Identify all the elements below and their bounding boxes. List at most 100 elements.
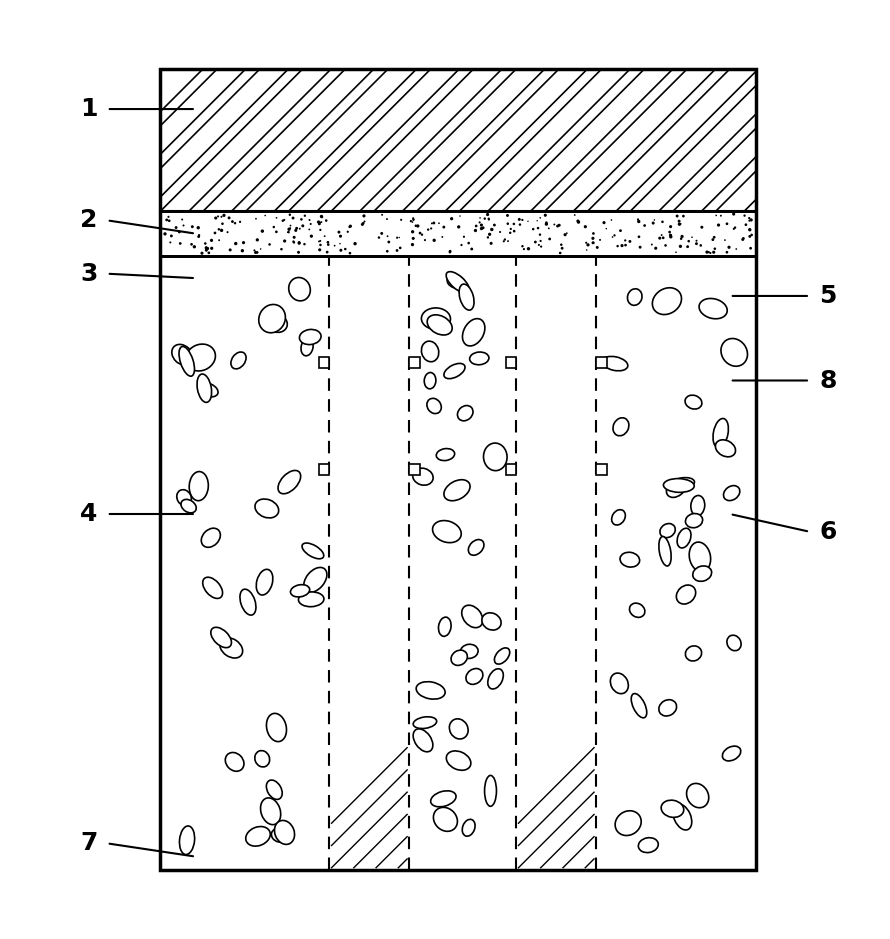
Point	[426, 215, 441, 230]
Point	[587, 226, 601, 241]
Point	[663, 219, 677, 234]
Point	[522, 241, 536, 256]
Point	[184, 237, 198, 252]
Point	[328, 239, 342, 254]
Point	[313, 215, 328, 230]
Point	[250, 245, 264, 260]
Point	[235, 243, 249, 258]
Point	[531, 238, 546, 253]
Point	[372, 230, 386, 245]
Point	[659, 238, 673, 253]
Point	[515, 212, 530, 227]
Point	[498, 232, 512, 247]
Point	[312, 242, 327, 257]
Bar	[329, 256, 409, 870]
Ellipse shape	[433, 808, 457, 831]
Point	[465, 241, 479, 256]
Point	[529, 235, 543, 250]
Ellipse shape	[689, 542, 710, 572]
Ellipse shape	[685, 646, 701, 661]
Point	[390, 230, 404, 245]
Point	[267, 220, 281, 235]
Point	[619, 238, 633, 253]
Point	[380, 244, 394, 259]
Point	[274, 241, 288, 256]
Point	[664, 229, 678, 244]
Point	[555, 240, 570, 255]
Point	[427, 233, 441, 248]
Point	[380, 229, 394, 244]
Point	[358, 214, 372, 229]
Ellipse shape	[172, 345, 193, 365]
Ellipse shape	[659, 536, 671, 566]
Point	[597, 215, 611, 230]
Ellipse shape	[468, 540, 484, 555]
Point	[682, 234, 696, 249]
Point	[539, 215, 554, 230]
Point	[478, 211, 492, 226]
Ellipse shape	[431, 791, 456, 807]
Point	[295, 212, 309, 227]
Point	[320, 213, 334, 228]
Ellipse shape	[667, 479, 686, 498]
Text: 7: 7	[80, 831, 98, 855]
Point	[375, 226, 389, 241]
Point	[199, 240, 214, 255]
Ellipse shape	[201, 529, 221, 547]
Point	[570, 213, 585, 228]
Point	[413, 225, 427, 240]
Ellipse shape	[211, 627, 231, 648]
Ellipse shape	[444, 363, 465, 378]
Point	[281, 224, 295, 239]
Text: 4: 4	[80, 502, 98, 526]
Ellipse shape	[611, 510, 626, 525]
Point	[613, 223, 627, 239]
Point	[701, 245, 716, 260]
Bar	[506, 358, 516, 368]
Ellipse shape	[449, 719, 468, 739]
Point	[720, 216, 734, 231]
Point	[198, 236, 213, 251]
Ellipse shape	[266, 780, 282, 799]
Point	[407, 231, 421, 246]
Ellipse shape	[259, 304, 286, 332]
Point	[670, 208, 684, 223]
Point	[611, 239, 625, 254]
Point	[637, 218, 651, 233]
Point	[200, 241, 214, 256]
Point	[212, 233, 226, 248]
Ellipse shape	[631, 694, 647, 717]
Point	[406, 211, 420, 226]
Point	[488, 218, 502, 233]
Point	[405, 214, 419, 229]
Point	[604, 212, 619, 227]
Ellipse shape	[629, 603, 645, 617]
Point	[503, 225, 517, 240]
Ellipse shape	[446, 751, 471, 770]
Point	[647, 212, 661, 227]
Ellipse shape	[713, 419, 728, 448]
Ellipse shape	[274, 821, 295, 844]
Point	[221, 224, 235, 239]
Point	[703, 245, 717, 260]
Point	[334, 243, 348, 258]
Ellipse shape	[724, 485, 740, 500]
Ellipse shape	[271, 828, 288, 842]
Ellipse shape	[421, 308, 450, 330]
Point	[278, 234, 292, 249]
Point	[343, 220, 357, 235]
Point	[202, 245, 216, 260]
Point	[338, 241, 352, 256]
Ellipse shape	[691, 496, 705, 516]
Point	[380, 211, 394, 226]
Point	[586, 231, 600, 246]
Point	[289, 221, 303, 236]
Ellipse shape	[266, 314, 287, 332]
Bar	[160, 69, 756, 870]
Point	[280, 224, 295, 239]
Ellipse shape	[466, 669, 483, 685]
Point	[247, 243, 262, 258]
Ellipse shape	[197, 374, 212, 403]
Ellipse shape	[686, 783, 708, 808]
Ellipse shape	[462, 606, 482, 627]
